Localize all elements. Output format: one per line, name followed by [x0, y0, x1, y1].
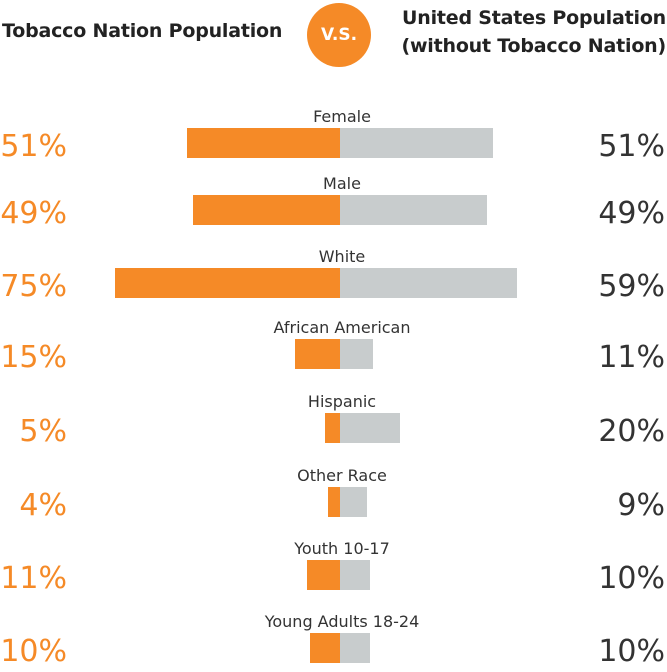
united-states-value-label: 49% [598, 196, 665, 231]
tobacco-nation-value-label: 5% [19, 414, 67, 449]
tobacco-nation-value-label: 15% [0, 340, 67, 375]
tobacco-nation-value-label: 49% [0, 196, 67, 231]
united-states-value-label: 20% [598, 414, 665, 449]
category-label: Other Race [297, 466, 387, 485]
left-population-title: Tobacco Nation Population [2, 20, 283, 42]
vs-badge: V.S. [307, 3, 371, 67]
category-label: Female [313, 107, 371, 126]
tobacco-nation-bar [187, 128, 340, 158]
united-states-value-label: 11% [598, 340, 665, 375]
category-label: Hispanic [308, 392, 376, 411]
category-label: Youth 10-17 [293, 539, 390, 558]
tobacco-nation-value-label: 51% [0, 129, 67, 164]
tobacco-nation-value-label: 11% [0, 561, 67, 596]
united-states-value-label: 9% [617, 488, 665, 523]
right-population-title: United States Population (without Tobacc… [401, 4, 666, 60]
tobacco-nation-bar [115, 268, 340, 298]
united-states-value-label: 10% [598, 634, 665, 669]
united-states-bar [340, 268, 517, 298]
tobacco-nation-bar [193, 195, 340, 225]
right-title-line-1: United States Population [402, 7, 666, 29]
tobacco-nation-bar [310, 633, 340, 663]
united-states-bar [340, 633, 370, 663]
united-states-value-label: 59% [598, 269, 665, 304]
category-label: African American [274, 318, 411, 337]
vs-label: V.S. [320, 25, 358, 45]
tobacco-nation-bar [328, 487, 340, 517]
united-states-bar [340, 413, 400, 443]
tobacco-nation-value-label: 10% [0, 634, 67, 669]
tobacco-nation-bar [325, 413, 340, 443]
tobacco-nation-bar [295, 339, 340, 369]
united-states-bar [340, 195, 487, 225]
tobacco-nation-value-label: 4% [19, 488, 67, 523]
united-states-value-label: 10% [598, 561, 665, 596]
tobacco-nation-value-label: 75% [0, 269, 67, 304]
united-states-bar [340, 128, 493, 158]
category-label: Young Adults 18-24 [264, 612, 420, 631]
united-states-bar [340, 339, 373, 369]
united-states-bar [340, 487, 367, 517]
category-label: White [319, 247, 366, 266]
category-label: Male [323, 174, 361, 193]
tobacco-nation-bar [307, 560, 340, 590]
united-states-value-label: 51% [598, 129, 665, 164]
united-states-bar [340, 560, 370, 590]
right-title-line-2: (without Tobacco Nation) [401, 35, 666, 57]
